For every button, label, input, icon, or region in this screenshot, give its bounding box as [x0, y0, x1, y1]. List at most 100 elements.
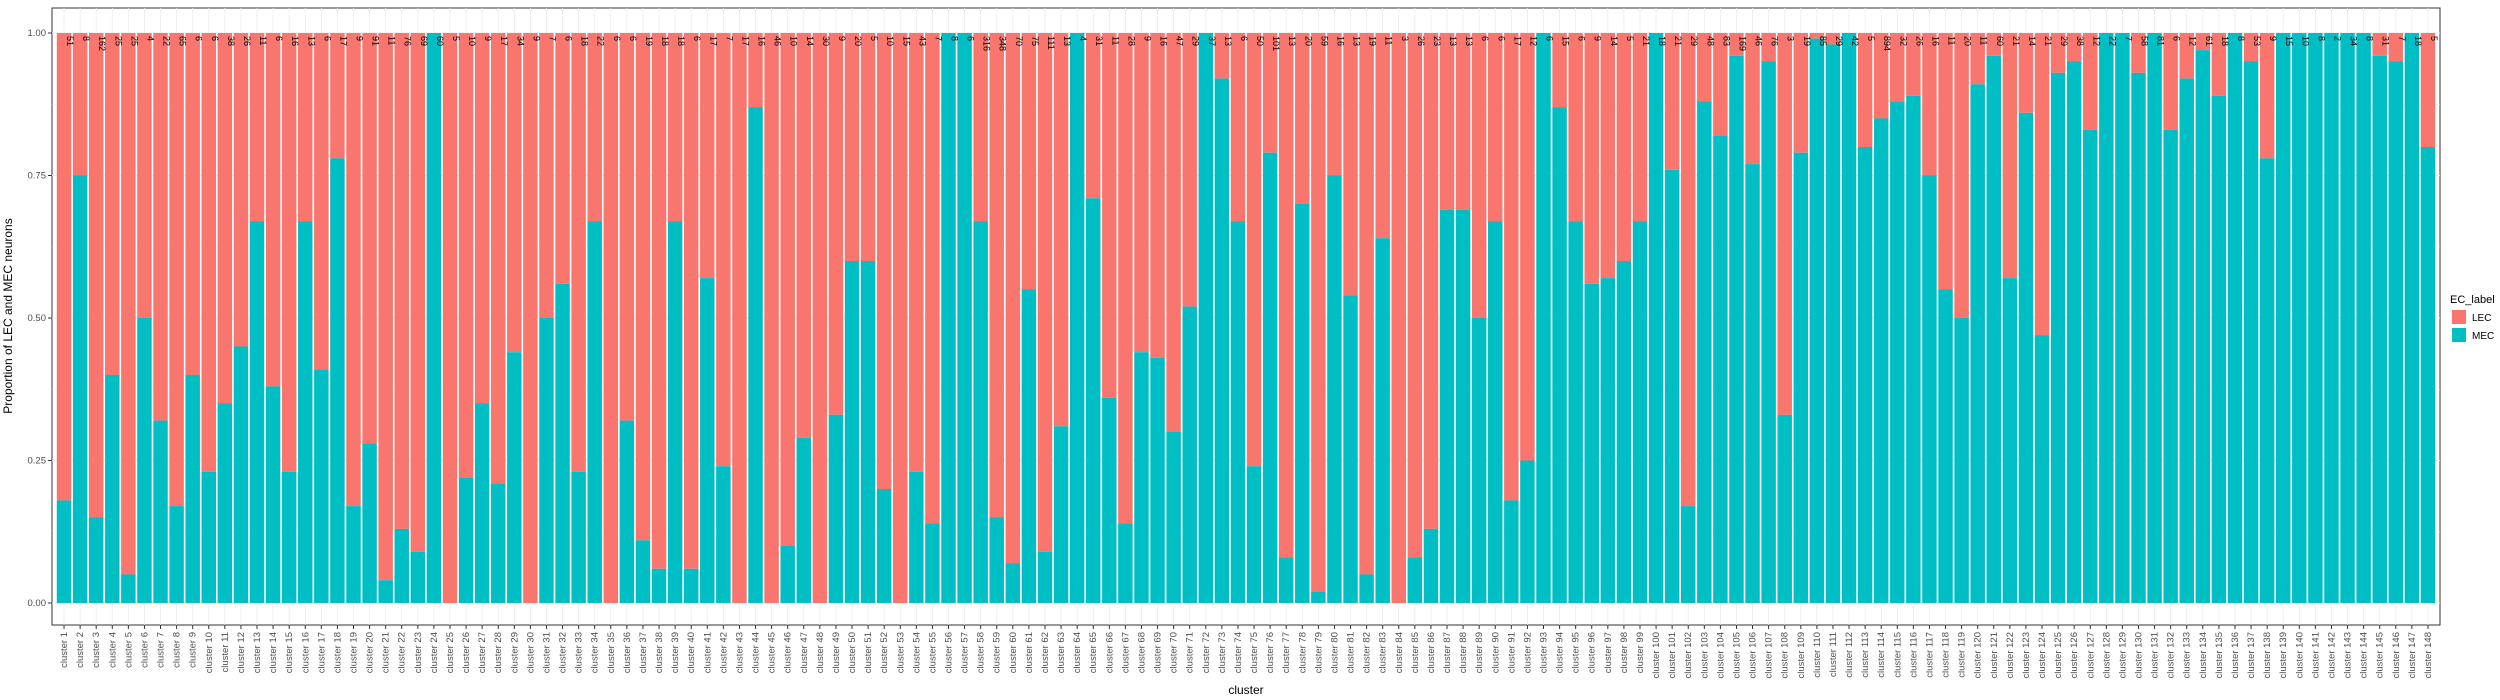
count-label-cluster-58: 316 [982, 36, 992, 51]
x-tick-label-cluster-33: cluster 33 [574, 632, 585, 673]
count-label-cluster-30: 9 [531, 36, 541, 41]
bar-mec-cluster-142 [2324, 33, 2339, 603]
bar-mec-cluster-20 [362, 443, 377, 603]
x-tick-label-cluster-45: cluster 45 [767, 632, 778, 673]
count-label-cluster-64: 4 [1078, 36, 1088, 41]
x-tick-label-cluster-113: cluster 113 [1860, 632, 1871, 678]
bar-mec-cluster-39 [667, 221, 683, 603]
count-label-cluster-139: 15 [2284, 36, 2294, 46]
bar-mec-cluster-13 [249, 221, 265, 603]
count-label-cluster-70: 47 [1175, 36, 1185, 46]
x-tick-label-cluster-109: cluster 109 [1796, 632, 1807, 678]
bar-mec-cluster-65 [1085, 198, 1101, 604]
bar-mec-cluster-36 [619, 420, 635, 603]
bar-mec-cluster-135 [2211, 95, 2227, 603]
bar-lec-cluster-3 [88, 33, 104, 518]
bar-mec-cluster-138 [2259, 158, 2275, 603]
bar-lec-cluster-26 [458, 33, 474, 478]
bar-mec-cluster-6 [137, 318, 152, 603]
x-tick-label-cluster-38: cluster 38 [654, 632, 665, 673]
bar-lec-cluster-25 [442, 33, 458, 603]
bar-lec-cluster-110 [1809, 33, 1825, 39]
count-label-cluster-103: 48 [1705, 36, 1715, 46]
x-tick-label-cluster-96: cluster 96 [1587, 632, 1598, 673]
bar-mec-cluster-131 [2147, 33, 2162, 603]
legend-swatch-mec [2452, 328, 2466, 342]
bar-mec-cluster-64 [1069, 33, 1085, 603]
bar-lec-cluster-4 [105, 33, 120, 375]
count-label-cluster-31: 7 [547, 36, 557, 41]
count-label-cluster-93: 6 [1545, 36, 1555, 41]
bar-lec-cluster-20 [362, 33, 377, 444]
bar-lec-cluster-12 [233, 33, 249, 347]
x-tick-label-cluster-112: cluster 112 [1844, 632, 1855, 678]
bar-mec-cluster-114 [1873, 118, 1889, 603]
x-tick-label-cluster-72: cluster 72 [1201, 632, 1212, 673]
count-label-cluster-1: 51 [65, 36, 75, 46]
x-tick-label-cluster-97: cluster 97 [1603, 632, 1614, 673]
x-tick-label-cluster-64: cluster 64 [1072, 632, 1083, 673]
x-tick-label-cluster-7: cluster 7 [156, 632, 167, 668]
bar-lec-cluster-111 [1825, 33, 1841, 45]
bar-lec-cluster-43 [732, 33, 747, 603]
bar-lec-cluster-44 [748, 33, 763, 108]
bar-mec-cluster-128 [2099, 33, 2114, 603]
bar-mec-cluster-127 [2083, 129, 2098, 603]
x-tick-label-cluster-122: cluster 122 [2005, 632, 2016, 678]
bar-lec-cluster-87 [1439, 33, 1455, 210]
count-label-cluster-48: 30 [821, 36, 831, 46]
x-tick-label-cluster-86: cluster 86 [1426, 632, 1437, 673]
bar-mec-cluster-21 [378, 580, 393, 603]
bar-mec-cluster-38 [651, 568, 667, 603]
bar-mec-cluster-146 [2388, 61, 2404, 603]
bar-mec-cluster-96 [1584, 283, 1599, 603]
bar-mec-cluster-24 [426, 33, 442, 603]
y-tick-label: 0.00 [28, 598, 47, 609]
x-tick-label-cluster-144: cluster 144 [2359, 632, 2370, 678]
bar-lec-cluster-83 [1375, 33, 1390, 239]
bar-lec-cluster-16 [298, 33, 313, 222]
bar-lec-cluster-54 [909, 33, 924, 472]
bar-mec-cluster-95 [1568, 221, 1583, 603]
bar-mec-cluster-140 [2292, 33, 2307, 603]
bar-mec-cluster-82 [1359, 574, 1374, 603]
count-label-cluster-141: 8 [2316, 36, 2326, 41]
bar-mec-cluster-56 [941, 33, 956, 603]
bar-lec-cluster-59 [989, 33, 1004, 518]
legend-label-lec: LEC [2472, 313, 2491, 324]
x-tick-label-cluster-100: cluster 100 [1651, 632, 1662, 678]
x-tick-label-cluster-26: cluster 26 [461, 632, 472, 673]
bar-lec-cluster-27 [474, 33, 490, 404]
bar-lec-cluster-32 [555, 33, 570, 284]
bar-lec-cluster-90 [1488, 33, 1503, 222]
bar-mec-cluster-63 [1053, 426, 1069, 603]
count-label-cluster-9: 6 [194, 36, 204, 41]
count-label-cluster-73: 13 [1223, 36, 1233, 46]
bar-lec-cluster-28 [490, 33, 506, 484]
count-label-cluster-62: 111 [1046, 36, 1056, 50]
x-tick-label-cluster-143: cluster 143 [2343, 632, 2354, 678]
x-tick-label-cluster-73: cluster 73 [1217, 632, 1228, 673]
x-tick-label-cluster-6: cluster 6 [139, 632, 150, 668]
count-label-cluster-38: 18 [660, 36, 670, 46]
count-label-cluster-115: 32 [1898, 36, 1908, 46]
x-tick-label-cluster-66: cluster 66 [1104, 632, 1115, 673]
bar-lec-cluster-81 [1343, 33, 1358, 296]
bar-lec-cluster-74 [1230, 33, 1246, 222]
x-tick-label-cluster-85: cluster 85 [1410, 632, 1421, 673]
bar-lec-cluster-85 [1407, 33, 1423, 558]
count-label-cluster-124: 21 [2043, 36, 2053, 46]
x-tick-label-cluster-67: cluster 67 [1120, 632, 1131, 673]
bar-mec-cluster-26 [458, 477, 474, 603]
bar-mec-cluster-115 [1890, 101, 1905, 604]
bar-lec-cluster-22 [394, 33, 409, 529]
bar-lec-cluster-6 [137, 33, 152, 318]
x-tick-label-cluster-22: cluster 22 [397, 632, 408, 673]
x-tick-label-cluster-111: cluster 111 [1828, 632, 1839, 677]
bar-mec-cluster-34 [587, 221, 602, 603]
count-label-cluster-148: 5 [2429, 36, 2439, 41]
bar-mec-cluster-145 [2372, 55, 2387, 604]
bar-lec-cluster-99 [1632, 33, 1648, 222]
bar-lec-cluster-38 [651, 33, 667, 569]
